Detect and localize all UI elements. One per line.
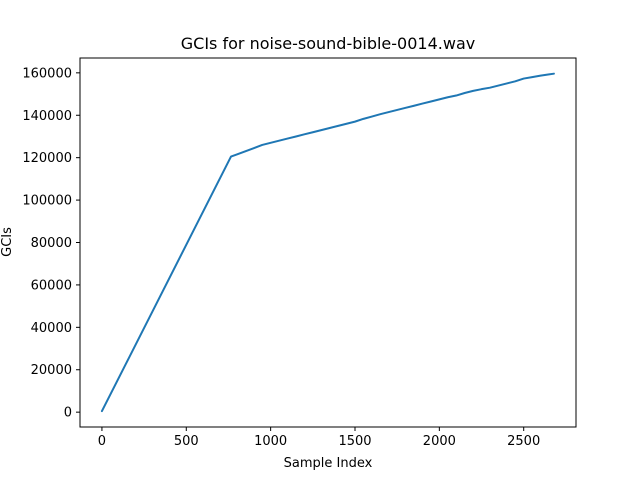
series-layer [100, 72, 555, 413]
y-tick-label: 80000 [31, 236, 72, 251]
x-tick-label: 2500 [507, 434, 540, 449]
x-tick-label: 500 [174, 434, 199, 449]
y-tick-label: 40000 [31, 321, 72, 336]
y-tick-label: 20000 [31, 363, 72, 378]
x-axis-ticks: 0 500 1000 1500 2000 2500 [98, 427, 540, 449]
x-tick-label: 2000 [423, 434, 456, 449]
y-tick-label: 0 [64, 406, 72, 421]
series-line-1 [100, 72, 555, 413]
x-tick-label: 1000 [254, 434, 287, 449]
x-tick-label: 0 [98, 434, 106, 449]
x-tick-label: 1500 [338, 434, 371, 449]
chart-title: GCIs for noise-sound-bible-0014.wav [181, 34, 475, 53]
plot-background [80, 58, 576, 427]
y-tick-label: 120000 [22, 151, 72, 166]
y-tick-label: 160000 [22, 66, 72, 81]
y-axis-ticks: 0 20000 40000 60000 80000 100000 120000 140000 1… [22, 66, 80, 421]
x-axis-label: Sample Index [284, 456, 373, 471]
y-axis-label: GCIs [0, 227, 15, 257]
y-tick-label: 140000 [22, 109, 72, 124]
y-tick-label: 60000 [31, 278, 72, 293]
y-tick-label: 100000 [22, 194, 72, 209]
